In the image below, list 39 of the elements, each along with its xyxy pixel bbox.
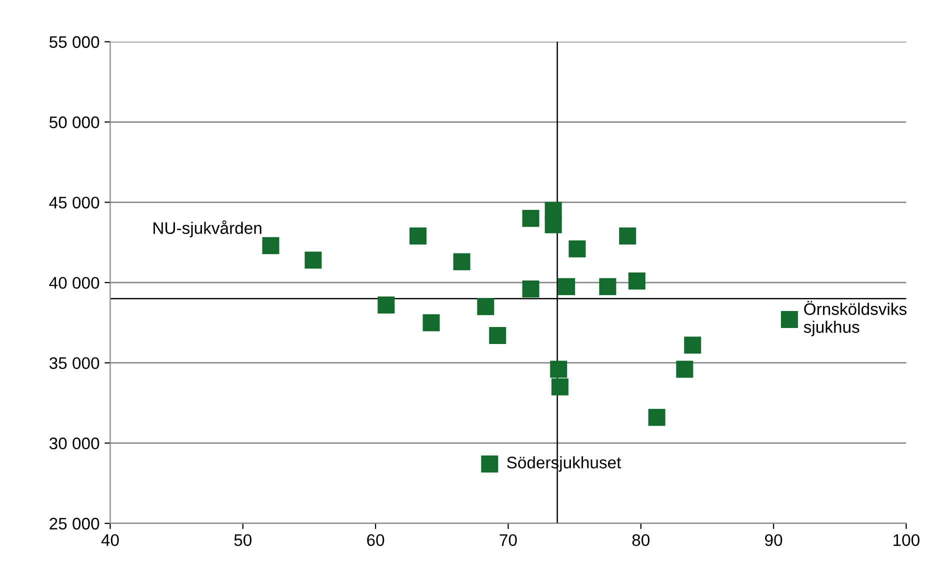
y-tick-label: 45 000	[49, 196, 100, 208]
point	[599, 278, 616, 296]
point	[522, 210, 540, 227]
x-tick-label: 60	[367, 534, 384, 546]
point	[304, 252, 322, 269]
point	[568, 240, 586, 258]
x-tick-label: 80	[632, 534, 650, 546]
annotation: Örnsköldsviks sjukhus	[804, 300, 906, 336]
point	[780, 310, 798, 328]
point	[550, 360, 568, 378]
y-tick-label: 25 000	[50, 518, 100, 530]
point	[422, 314, 440, 332]
point	[262, 237, 280, 254]
point	[522, 280, 540, 298]
x-tick-label: 100	[894, 534, 920, 546]
point	[378, 296, 395, 314]
point	[551, 378, 568, 396]
x-tick-label: 70	[500, 534, 517, 546]
y-tick-label: 50 000	[49, 116, 100, 128]
x-tick-label: 40	[101, 534, 119, 546]
point	[648, 408, 666, 426]
point	[628, 272, 646, 290]
point	[676, 360, 694, 378]
point	[409, 228, 426, 245]
y-tick-label: 30 000	[49, 438, 100, 450]
point	[481, 455, 498, 472]
y-tick-label: 35 000	[49, 357, 100, 370]
y-tick-label: 55 000	[49, 36, 100, 48]
point	[558, 278, 576, 296]
annotation: NU-sjukvården	[154, 220, 262, 238]
point	[489, 327, 506, 344]
x-tick-label: 90	[765, 534, 782, 546]
point	[684, 336, 702, 354]
y-tick-label: 40 000	[49, 276, 100, 289]
point	[453, 253, 470, 270]
point	[619, 228, 636, 245]
point	[544, 216, 562, 234]
point	[477, 298, 494, 316]
x-tick-label: 50	[234, 534, 252, 546]
